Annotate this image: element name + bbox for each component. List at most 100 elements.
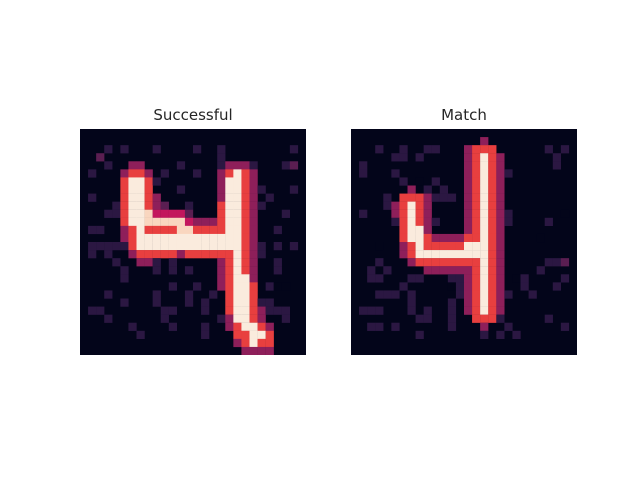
digit-pixel bbox=[193, 217, 202, 227]
digit-pixel bbox=[201, 217, 210, 227]
digit-pixel bbox=[464, 306, 473, 315]
digit-pixel bbox=[455, 258, 465, 267]
digit-pixel bbox=[464, 258, 473, 267]
digit-pixel bbox=[496, 298, 505, 307]
digit-pixel bbox=[112, 242, 121, 251]
digit-pixel bbox=[480, 242, 489, 251]
digit-pixel bbox=[480, 185, 489, 194]
digit-pixel bbox=[136, 201, 145, 210]
digit-pixel bbox=[504, 169, 513, 178]
digit-pixel bbox=[447, 233, 457, 243]
digit-pixel bbox=[472, 201, 481, 210]
digit-pixel bbox=[488, 314, 497, 323]
digit-pixel bbox=[136, 169, 145, 178]
digit-pixel bbox=[415, 258, 424, 267]
digit-pixel bbox=[472, 258, 481, 267]
digit-pixel bbox=[225, 242, 234, 251]
digit-pixel bbox=[168, 242, 178, 251]
digit-pixel bbox=[391, 322, 400, 331]
digit-pixel bbox=[217, 145, 226, 154]
digit-pixel bbox=[399, 153, 408, 162]
digit-pixel bbox=[520, 274, 529, 283]
digit-pixel bbox=[257, 322, 266, 331]
digit-pixel bbox=[488, 201, 497, 210]
digit-pixel bbox=[249, 201, 258, 210]
digit-pixel bbox=[184, 250, 194, 259]
digit-pixel bbox=[488, 242, 497, 251]
digit-pixel bbox=[144, 250, 153, 259]
digit-pixel bbox=[233, 225, 242, 235]
digit-pixel bbox=[472, 250, 481, 259]
digit-pixel bbox=[249, 225, 258, 235]
digit-pixel bbox=[488, 250, 497, 259]
digit-pixel bbox=[544, 258, 553, 267]
digit-pixel bbox=[464, 153, 473, 162]
digit-pixel bbox=[249, 193, 258, 202]
digit-pixel bbox=[455, 266, 465, 275]
digit-pixel bbox=[480, 217, 489, 227]
digit-pixel bbox=[233, 185, 242, 194]
digit-pixel bbox=[144, 201, 153, 210]
digit-pixel bbox=[488, 233, 497, 243]
digit-pixel bbox=[496, 250, 505, 259]
digit-pixel bbox=[160, 306, 169, 315]
digit-pixel bbox=[249, 266, 258, 275]
digit-pixel bbox=[496, 169, 505, 178]
digit-pixel bbox=[160, 201, 169, 210]
digit-pixel bbox=[399, 233, 408, 243]
digit-pixel bbox=[249, 209, 258, 218]
digit-pixel bbox=[96, 225, 105, 235]
digit-pixel bbox=[399, 242, 408, 251]
digit-pixel bbox=[464, 193, 473, 202]
digit-pixel bbox=[439, 242, 449, 251]
digit-pixel bbox=[273, 282, 282, 291]
digit-pixel bbox=[128, 217, 137, 227]
digit-pixel bbox=[241, 322, 250, 331]
digit-pixel bbox=[480, 145, 489, 154]
digit-pixel bbox=[217, 185, 226, 194]
digit-pixel bbox=[168, 209, 178, 218]
digit-pixel bbox=[217, 225, 226, 235]
digit-pixel bbox=[472, 209, 481, 218]
digit-pixel bbox=[407, 306, 416, 315]
digit-pixel bbox=[176, 185, 186, 194]
digit-pixel bbox=[488, 217, 497, 227]
digit-pixel bbox=[472, 161, 481, 170]
digit-pixel bbox=[128, 242, 137, 251]
digit-pixel bbox=[496, 258, 505, 267]
digit-pixel bbox=[472, 177, 481, 186]
digit-pixel bbox=[504, 290, 513, 299]
digit-pixel bbox=[144, 225, 153, 235]
digit-pixel bbox=[273, 242, 282, 251]
digit-pixel bbox=[415, 177, 424, 186]
digit-pixel bbox=[488, 290, 497, 299]
digit-pixel bbox=[472, 217, 481, 227]
digit-pixel bbox=[168, 258, 178, 267]
digit-pixel bbox=[249, 290, 258, 299]
digit-pixel bbox=[225, 266, 234, 275]
digit-pixel bbox=[407, 193, 416, 202]
digit-pixel bbox=[241, 161, 250, 170]
digit-pixel bbox=[472, 225, 481, 235]
digit-pixel bbox=[383, 201, 392, 210]
digit-pixel bbox=[472, 266, 481, 275]
digit-pixel bbox=[233, 258, 242, 267]
digit-pixel bbox=[241, 290, 250, 299]
digit-pixel bbox=[168, 306, 178, 315]
digit-pixel bbox=[241, 266, 250, 275]
digit-pixel bbox=[184, 233, 194, 243]
digit-pixel bbox=[464, 217, 473, 227]
digit-pixel bbox=[120, 201, 129, 210]
digit-pixel bbox=[560, 274, 570, 283]
digit-pixel bbox=[415, 274, 424, 283]
digit-pixel bbox=[359, 306, 368, 315]
digit-pixel bbox=[112, 258, 121, 267]
digit-pixel bbox=[136, 250, 145, 259]
digit-pixel bbox=[152, 258, 161, 267]
digit-pixel bbox=[423, 266, 432, 275]
digit-pixel bbox=[249, 217, 258, 227]
digit-pixel bbox=[480, 169, 489, 178]
digit-pixel bbox=[249, 242, 258, 251]
digit-pixel bbox=[233, 177, 242, 186]
digit-pixel bbox=[472, 185, 481, 194]
